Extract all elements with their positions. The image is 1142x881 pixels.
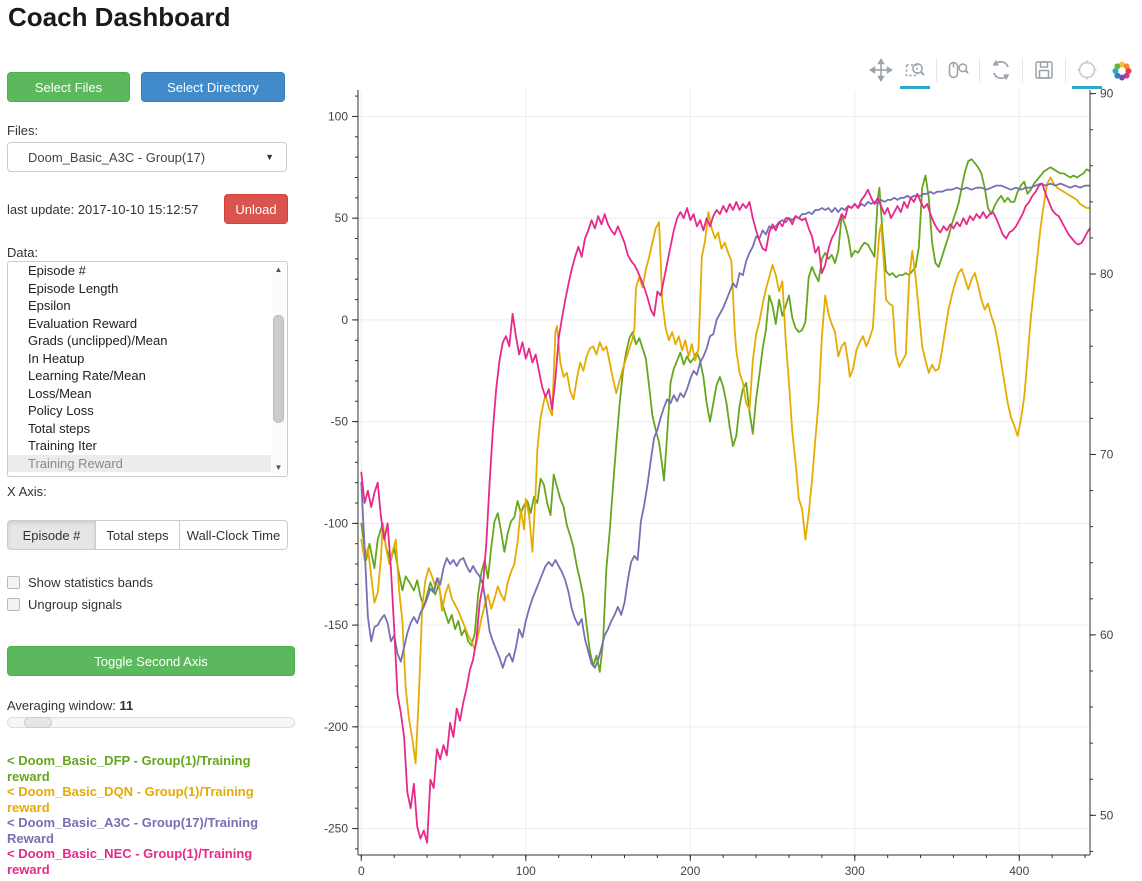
- list-item[interactable]: Grads (unclipped)/Mean: [28, 333, 168, 348]
- svg-text:0: 0: [341, 313, 348, 327]
- unload-button[interactable]: Unload: [224, 194, 288, 224]
- svg-text:100: 100: [516, 864, 536, 878]
- tab-wall-clock-time[interactable]: Wall-Clock Time: [180, 520, 288, 550]
- list-item[interactable]: Learning Rate/Mean: [28, 368, 146, 383]
- files-select[interactable]: Doom_Basic_A3C - Group(17) ▼: [7, 142, 287, 172]
- page-title: Coach Dashboard: [8, 2, 231, 32]
- svg-text:70: 70: [1100, 447, 1114, 461]
- toolbar-separator: [1022, 58, 1023, 82]
- checkbox-label: Ungroup signals: [28, 597, 122, 612]
- averaging-window-text: Averaging window:: [7, 698, 116, 713]
- list-item[interactable]: Policy Loss: [28, 403, 94, 418]
- plot-toolbar: [866, 56, 1138, 90]
- show-statistics-bands-checkbox[interactable]: [7, 576, 20, 589]
- svg-text:300: 300: [845, 864, 865, 878]
- svg-text:100: 100: [328, 109, 348, 123]
- svg-text:-150: -150: [324, 618, 348, 632]
- tab-total-steps[interactable]: Total steps: [96, 520, 180, 550]
- averaging-window-label: Averaging window: 11: [7, 698, 133, 713]
- svg-text:-200: -200: [324, 720, 348, 734]
- hover-icon[interactable]: [1072, 56, 1102, 89]
- ungroup-signals-row: Ungroup signals: [7, 597, 122, 612]
- legend-item-dfp[interactable]: < Doom_Basic_DFP - Group(1)/Training rew…: [7, 753, 251, 784]
- pan-icon[interactable]: [866, 56, 896, 86]
- bokeh-logo-icon[interactable]: [1106, 56, 1138, 88]
- save-icon[interactable]: [1029, 56, 1059, 86]
- data-label: Data:: [7, 245, 39, 260]
- legend-item-a3c[interactable]: < Doom_Basic_A3C - Group(17)/Training Re…: [7, 815, 259, 846]
- data-listbox[interactable]: Episode # Episode Length Epsilon Evaluat…: [7, 261, 288, 477]
- svg-text:-100: -100: [324, 516, 348, 530]
- toggle-second-axis-button[interactable]: Toggle Second Axis: [7, 646, 295, 676]
- toolbar-separator: [979, 58, 980, 82]
- show-statistics-bands-row: Show statistics bands: [7, 575, 153, 590]
- svg-text:-50: -50: [331, 415, 349, 429]
- list-item-selected[interactable]: Training Reward: [8, 454, 271, 472]
- reset-icon[interactable]: [986, 56, 1016, 86]
- svg-text:-250: -250: [324, 822, 348, 836]
- toolbar-separator: [1065, 58, 1066, 82]
- last-update-text: last update: 2017-10-10 15:12:57: [7, 202, 199, 217]
- list-item[interactable]: Evaluation Reward: [28, 315, 138, 331]
- list-item[interactable]: In Heatup: [28, 350, 85, 366]
- ungroup-signals-checkbox[interactable]: [7, 598, 20, 611]
- select-directory-button[interactable]: Select Directory: [141, 72, 285, 102]
- checkbox-label: Show statistics bands: [28, 575, 154, 590]
- select-files-button[interactable]: Select Files: [7, 72, 130, 102]
- averaging-window-slider[interactable]: [7, 717, 295, 728]
- x-axis-button-group: Episode # Total steps Wall-Clock Time: [7, 520, 288, 550]
- legend-item-nec[interactable]: < Doom_Basic_NEC - Group(1)/Training rew…: [7, 846, 253, 877]
- tab-episode-number[interactable]: Episode #: [7, 520, 96, 550]
- svg-text:200: 200: [680, 864, 700, 878]
- scroll-down-icon[interactable]: ▼: [274, 463, 283, 472]
- list-scrollbar[interactable]: ▲ ▼: [271, 263, 286, 475]
- slider-thumb[interactable]: [24, 717, 52, 728]
- svg-text:60: 60: [1100, 628, 1114, 642]
- svg-text:50: 50: [1100, 808, 1114, 822]
- svg-text:90: 90: [1100, 87, 1114, 101]
- scrollbar-thumb[interactable]: [273, 315, 284, 423]
- files-selected-value: Doom_Basic_A3C - Group(17): [28, 149, 206, 165]
- chevron-down-icon: ▼: [265, 152, 274, 162]
- wheel-zoom-icon[interactable]: [943, 56, 973, 86]
- files-label: Files:: [7, 123, 39, 138]
- list-item[interactable]: Training Iter: [28, 438, 97, 453]
- legend: < Doom_Basic_DFP - Group(1)/Training rew…: [7, 753, 283, 877]
- toolbar-separator: [936, 58, 937, 82]
- list-item[interactable]: Loss/Mean: [28, 385, 92, 401]
- box-zoom-icon[interactable]: [900, 56, 930, 89]
- svg-text:50: 50: [335, 211, 349, 225]
- legend-item-dqn[interactable]: < Doom_Basic_DQN - Group(1)/Training rew…: [7, 784, 254, 815]
- x-axis-label: X Axis:: [7, 484, 47, 499]
- svg-text:0: 0: [358, 864, 365, 878]
- svg-text:80: 80: [1100, 267, 1114, 281]
- list-item[interactable]: Episode #: [28, 263, 86, 278]
- list-item[interactable]: Total steps: [28, 420, 91, 436]
- scroll-up-icon[interactable]: ▲: [274, 265, 283, 274]
- svg-text:400: 400: [1009, 864, 1029, 878]
- list-item[interactable]: Episode Length: [28, 280, 119, 296]
- averaging-window-value: 11: [119, 698, 134, 713]
- list-item[interactable]: Epsilon: [28, 298, 71, 313]
